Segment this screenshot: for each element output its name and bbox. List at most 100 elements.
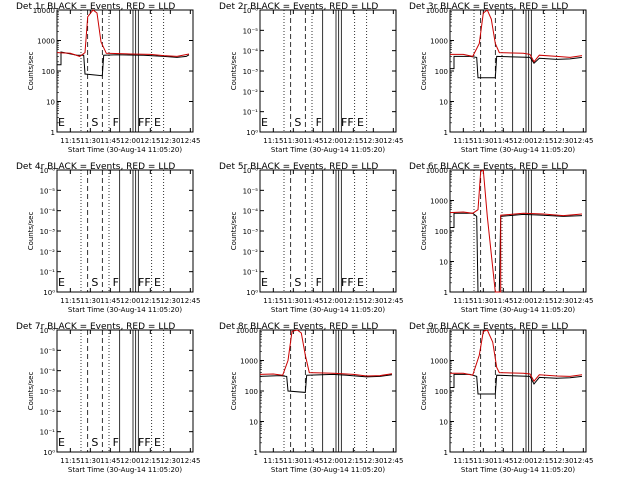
y-axis-label: Counts/sec — [27, 52, 35, 91]
x-tick-label: 12:30 — [363, 297, 383, 305]
flag-label: S — [91, 116, 98, 129]
y-tick-label: 1000 — [37, 38, 55, 46]
y-tick-label: 10⁻⁶ — [40, 167, 56, 175]
x-tick-label: 12:15 — [533, 457, 553, 465]
x-tick-label: 12:15 — [140, 457, 160, 465]
x-axis-label: Start Time (30-Aug-14 11:05:20) — [68, 146, 182, 154]
x-tick-label: 12:30 — [553, 137, 573, 145]
x-axis-label: Start Time (30-Aug-14 11:05:20) — [68, 466, 182, 474]
x-tick-label: 12:30 — [363, 457, 383, 465]
panel-det-5: Det 5r BLACK = Events, RED = LLD 10⁰ 10⁻¹ 1… — [219, 162, 403, 314]
panel-title: Det 7r BLACK = Events, RED = LLD — [16, 322, 175, 332]
x-tick-label: 11:15 — [263, 137, 283, 145]
x-tick-label: 12:30 — [553, 457, 573, 465]
panel-title: Det 2r BLACK = Events, RED = LLD — [219, 2, 378, 12]
plot-frame — [259, 169, 397, 293]
x-tick-label: 12:00 — [513, 137, 533, 145]
flag-label: E — [58, 436, 65, 449]
y-tick-label: 10⁻³ — [40, 388, 56, 396]
x-tick-label: 12:45 — [383, 297, 403, 305]
y-tick-label: 10 — [46, 99, 55, 107]
panel-title: Det 4r BLACK = Events, RED = LLD — [16, 162, 175, 172]
x-tick-label: 12:30 — [160, 457, 180, 465]
y-tick-label: 10⁰ — [246, 289, 258, 297]
y-tick-label: 10⁻⁴ — [243, 208, 259, 216]
flag-label: F — [316, 116, 322, 129]
x-tick-label: 11:30 — [473, 297, 493, 305]
x-tick-label: 12:15 — [140, 137, 160, 145]
y-tick-label: 10⁻⁵ — [40, 347, 56, 355]
series-line-events — [450, 373, 583, 395]
flag-label: E — [154, 276, 161, 289]
x-tick-label: 12:00 — [120, 457, 140, 465]
flag-label: FF — [341, 116, 354, 129]
plot-frame — [56, 329, 194, 453]
y-tick-label: 10⁻³ — [243, 228, 259, 236]
plot-frame — [449, 9, 587, 133]
y-tick-label: 10000 — [33, 7, 55, 15]
x-tick-label: 12:15 — [343, 457, 363, 465]
y-tick-label: 100 — [435, 228, 448, 236]
plot-frame — [449, 329, 587, 453]
y-tick-label: 1000 — [240, 358, 258, 366]
y-tick-label: 10⁰ — [43, 289, 55, 297]
y-tick-label: 100 — [435, 388, 448, 396]
y-tick-label: 1 — [444, 449, 448, 457]
panel-det-4: Det 4r BLACK = Events, RED = LLD 10⁰ 10⁻¹ 1… — [16, 162, 200, 314]
panel-title: Det 3r BLACK = Events, RED = LLD — [409, 2, 568, 12]
x-tick-label: 12:15 — [343, 297, 363, 305]
x-tick-label: 12:45 — [573, 457, 593, 465]
x-tick-label: 11:45 — [493, 137, 513, 145]
x-axis-label: Start Time (30-Aug-14 11:05:20) — [271, 146, 385, 154]
panel-title: Det 5r BLACK = Events, RED = LLD — [219, 162, 378, 172]
y-axis-label: Counts/sec — [27, 372, 35, 411]
panel-title: Det 1r BLACK = Events, RED = LLD — [16, 2, 175, 12]
y-tick-label: 10⁻¹ — [243, 269, 259, 277]
plot-frame — [56, 9, 194, 133]
x-tick-label: 12:45 — [180, 137, 200, 145]
y-tick-label: 10⁻¹ — [40, 429, 56, 437]
x-tick-label: 12:00 — [323, 137, 343, 145]
y-tick-label: 10⁰ — [246, 129, 258, 137]
series-line-lld — [56, 9, 190, 57]
x-tick-label: 11:15 — [60, 457, 80, 465]
x-tick-label: 12:30 — [363, 137, 383, 145]
x-tick-label: 11:30 — [80, 297, 100, 305]
y-tick-label: 10⁻¹ — [40, 269, 56, 277]
x-tick-label: 12:15 — [533, 297, 553, 305]
plot-frame — [259, 9, 397, 133]
panel-det-9: Det 9r BLACK = Events, RED = LLD 1 10 100 10… — [409, 322, 593, 474]
y-tick-label: 10⁻² — [243, 88, 259, 96]
x-tick-label: 12:00 — [323, 457, 343, 465]
x-tick-label: 12:45 — [383, 457, 403, 465]
y-tick-label: 1 — [51, 129, 55, 137]
x-tick-label: 11:15 — [60, 297, 80, 305]
flag-label: FF — [138, 116, 151, 129]
x-tick-label: 11:30 — [283, 457, 303, 465]
x-tick-label: 11:45 — [303, 457, 323, 465]
plot-frame — [56, 169, 194, 293]
y-tick-label: 10⁻⁴ — [40, 208, 56, 216]
flag-label: E — [357, 116, 364, 129]
flag-label: S — [91, 276, 98, 289]
y-axis-label: Counts/sec — [420, 212, 428, 251]
x-tick-label: 11:45 — [100, 297, 120, 305]
flag-label: F — [113, 116, 119, 129]
y-axis-label: Counts/sec — [420, 52, 428, 91]
series-line-lld — [450, 9, 583, 63]
x-tick-label: 12:15 — [140, 297, 160, 305]
x-tick-label: 11:45 — [100, 137, 120, 145]
y-tick-label: 10 — [249, 419, 258, 427]
x-tick-label: 12:45 — [573, 297, 593, 305]
y-tick-label: 10000 — [426, 327, 448, 335]
y-tick-label: 1 — [444, 129, 448, 137]
y-tick-label: 10⁻⁵ — [243, 187, 259, 195]
x-tick-label: 11:30 — [80, 137, 100, 145]
flag-label: E — [154, 436, 161, 449]
y-tick-label: 10⁻² — [40, 248, 56, 256]
x-tick-label: 12:15 — [343, 137, 363, 145]
x-tick-label: 12:45 — [180, 297, 200, 305]
x-tick-label: 12:15 — [533, 137, 553, 145]
y-axis-label: Counts/sec — [230, 52, 238, 91]
